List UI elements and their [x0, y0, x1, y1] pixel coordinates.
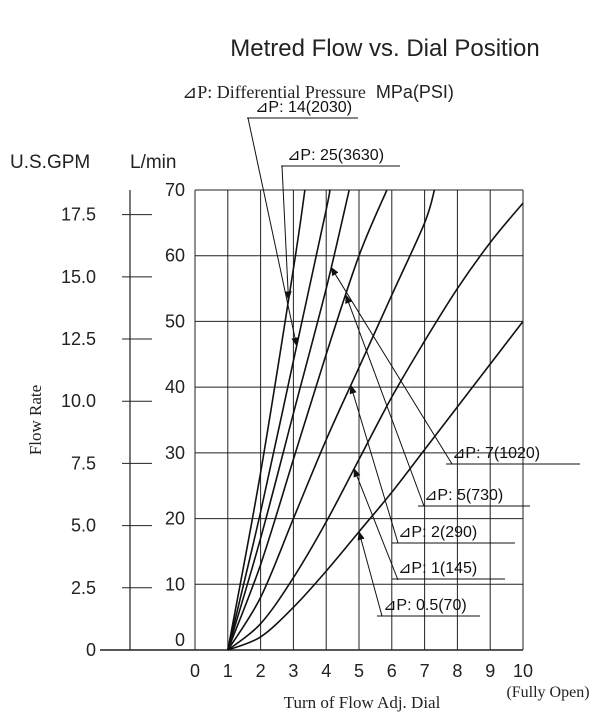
gpm-tick-label-6: 15.0: [61, 267, 96, 287]
series-leader-2: [349, 384, 399, 544]
series-leader-4: [330, 266, 453, 465]
callout-4: ⊿P: 7(1020): [330, 266, 580, 465]
callout-6: ⊿P: 25(3630): [281, 147, 400, 301]
lpm-tick-label-1: 10: [165, 574, 185, 594]
curves: [227, 189, 524, 651]
gpm-tick-label-3: 7.5: [71, 453, 96, 473]
callout-5: ⊿P: 14(2030): [247, 99, 358, 347]
x-tick-label-10: 10: [513, 661, 533, 681]
x-tick-label-3: 3: [288, 661, 298, 681]
subtitle-sans-part: MPa(PSI): [376, 82, 454, 102]
subtitle-serif-part: ⊿P: Differential Pressure: [182, 82, 366, 102]
series-line-0: [227, 320, 524, 651]
chart-title: Metred Flow vs. Dial Position: [230, 35, 539, 62]
lpm-tick-label-7: 70: [165, 180, 185, 200]
chart-subtitle: ⊿P: Differential Pressure MPa(PSI): [182, 82, 454, 102]
x-axis-note: (Fully Open): [506, 684, 589, 701]
grid: [194, 189, 524, 651]
callout-0: ⊿P: 0.5(70): [357, 530, 480, 617]
lpm-tick-label-2: 20: [165, 509, 185, 529]
gpm-tick-label-4: 10.0: [61, 391, 96, 411]
gpm-tick-label-2: 5.0: [71, 516, 96, 536]
lpm-tick-label-4: 40: [165, 377, 185, 397]
callout-2: ⊿P: 2(290): [349, 384, 515, 544]
lpm-tick-label-3: 30: [165, 443, 185, 463]
series-line-1: [227, 202, 524, 651]
y-unit-gpm: U.S.GPM: [10, 152, 90, 173]
series-line-5: [227, 189, 331, 651]
x-tick-label-4: 4: [321, 661, 331, 681]
series-label-1: ⊿P: 1(145): [398, 560, 477, 577]
series-leader-3: [345, 294, 425, 507]
series-callouts: ⊿P: 0.5(70) ⊿P: 1(145) ⊿P: 2(290) ⊿P: 5(730…: [247, 99, 580, 617]
series-leader-5: [247, 117, 299, 347]
series-line-4: [227, 189, 350, 651]
callout-1: ⊿P: 1(145): [353, 467, 505, 581]
series-leader-1: [353, 467, 399, 581]
gpm-tick-label-5: 12.5: [61, 329, 96, 349]
lpm-tick-label-6: 60: [165, 246, 185, 266]
x-tick-label-6: 6: [387, 661, 397, 681]
y-unit-lpm: L/min: [130, 152, 176, 173]
tick-labels: 0 1 2 3 4 5 6 7 8 9 10 0 10 20 30 40 50 60 70 0 2.5 5.0 7.5 10.…: [61, 180, 533, 681]
x-tick-label-1: 1: [223, 661, 233, 681]
series-label-0: ⊿P: 0.5(70): [383, 597, 467, 614]
series-label-6: ⊿P: 25(3630): [287, 147, 384, 164]
series-line-2: [227, 189, 436, 651]
series-label-4: ⊿P: 7(1020): [452, 445, 540, 462]
gpm-tick-label-7: 17.5: [61, 205, 96, 225]
x-tick-label-2: 2: [256, 661, 266, 681]
series-leader-0: [357, 530, 383, 617]
x-tick-label-7: 7: [420, 661, 430, 681]
x-axis-label: Turn of Flow Adj. Dial: [284, 693, 441, 712]
gpm-tick-label-0: 0: [86, 640, 96, 660]
series-line-6: [227, 189, 306, 651]
lpm-tick-label-0: 0: [175, 630, 185, 650]
x-tick-label-5: 5: [354, 661, 364, 681]
y-axis-label: Flow Rate: [26, 385, 45, 455]
series-label-5: ⊿P: 14(2030): [255, 99, 352, 116]
series-label-2: ⊿P: 2(290): [398, 524, 477, 541]
series-leader-6: [281, 165, 292, 301]
axes: [100, 190, 523, 651]
lpm-tick-label-5: 50: [165, 311, 185, 331]
gpm-tick-label-1: 2.5: [71, 578, 96, 598]
x-tick-label-8: 8: [452, 661, 462, 681]
x-tick-label-0: 0: [190, 661, 200, 681]
x-tick-label-9: 9: [485, 661, 495, 681]
series-label-3: ⊿P: 5(730): [424, 487, 503, 504]
callout-3: ⊿P: 5(730): [345, 294, 530, 507]
series-line-3: [227, 189, 388, 651]
